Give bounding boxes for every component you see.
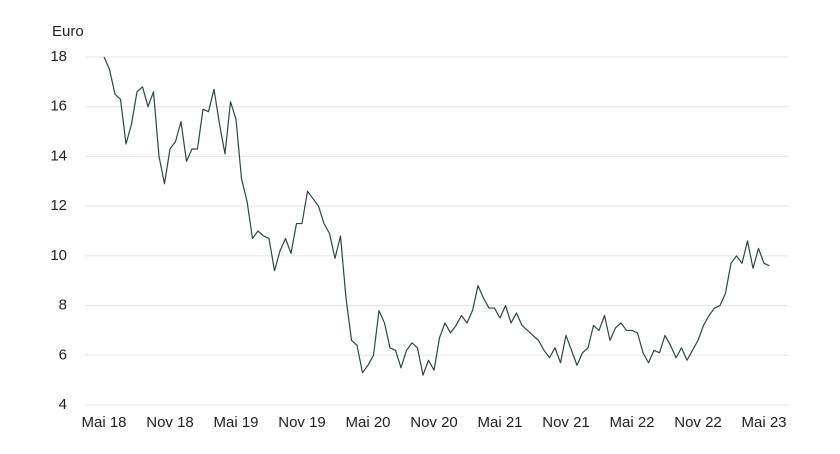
y-tick-label: 14	[50, 147, 67, 164]
x-tick-label: Mai 22	[609, 414, 654, 431]
x-tick-label: Mai 18	[81, 414, 126, 431]
y-tick-label: 8	[59, 297, 67, 314]
x-tick-label: Mai 21	[477, 414, 522, 431]
y-tick-label: 4	[59, 396, 67, 413]
y-tick-label: 10	[50, 247, 67, 264]
x-tick-label: Mai 23	[741, 414, 786, 431]
x-tick-label: Mai 19	[213, 414, 258, 431]
y-tick-label: 12	[50, 197, 67, 214]
x-tick-label: Mai 20	[345, 414, 390, 431]
y-tick-label: 6	[59, 346, 67, 363]
x-tick-label: Nov 18	[146, 414, 194, 431]
x-tick-label: Nov 21	[542, 414, 590, 431]
x-tick-label: Nov 22	[674, 414, 722, 431]
x-tick-label: Nov 20	[410, 414, 458, 431]
y-axis-label: Euro	[52, 23, 84, 40]
y-tick-label: 18	[50, 48, 67, 65]
price-line	[103, 56, 770, 376]
x-tick-label: Nov 19	[278, 414, 326, 431]
y-tick-label: 16	[50, 98, 67, 115]
